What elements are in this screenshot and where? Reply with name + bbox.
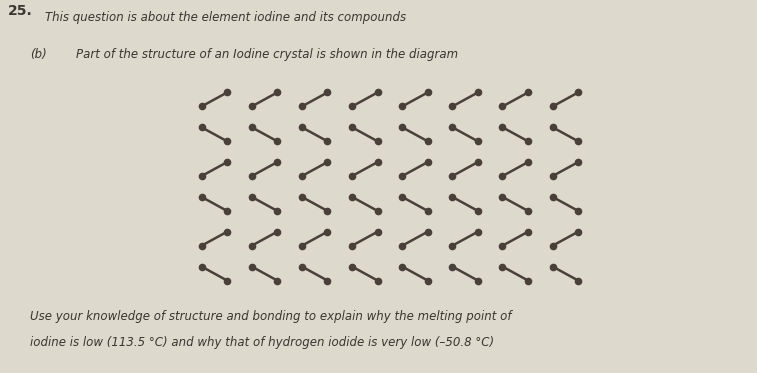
- Text: iodine is low (113.5 °C) and why that of hydrogen iodide is very low (–50.8 °C): iodine is low (113.5 °C) and why that of…: [30, 336, 494, 349]
- Text: This question is about the element iodine and its compounds: This question is about the element iodin…: [45, 11, 407, 24]
- Text: 25.: 25.: [8, 4, 33, 18]
- Text: Use your knowledge of structure and bonding to explain why the melting point of: Use your knowledge of structure and bond…: [30, 310, 512, 323]
- Text: Part of the structure of an Iodine crystal is shown in the diagram: Part of the structure of an Iodine cryst…: [76, 48, 458, 62]
- Text: (b): (b): [30, 48, 47, 62]
